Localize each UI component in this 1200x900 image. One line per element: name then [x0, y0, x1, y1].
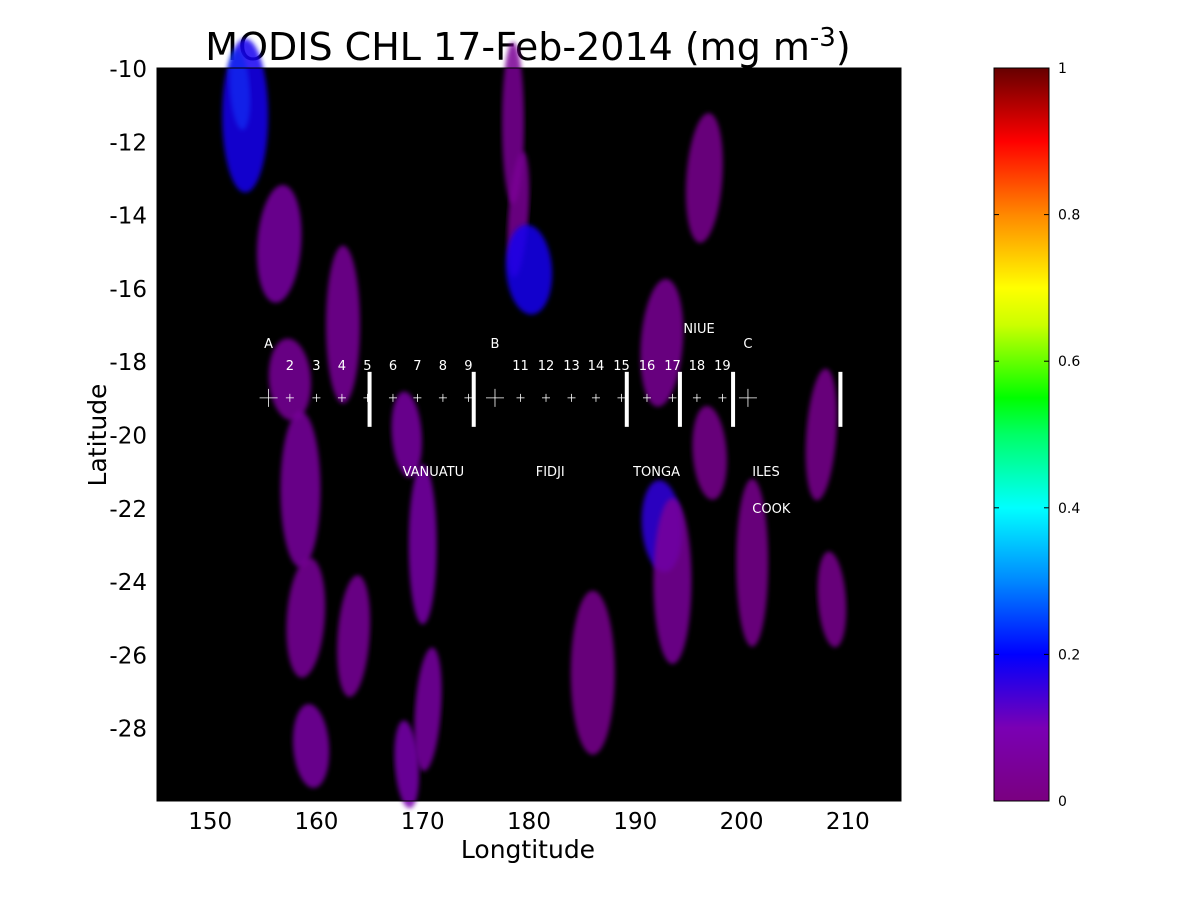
- chlorophyll-patch: [292, 704, 330, 788]
- chlorophyll-patch: [414, 647, 442, 772]
- chlorophyll-patch: [408, 464, 437, 625]
- chlorophyll-patch: [326, 245, 360, 404]
- colorbar-tick-label: 0.4: [1058, 501, 1080, 517]
- station-label: 19: [714, 359, 731, 374]
- colorbar-ticks: 0 0.2 0.4 0.6 0.8 1: [994, 61, 1080, 810]
- chlorophyll-patch: [337, 575, 371, 697]
- x-tick-label: 170: [401, 809, 445, 835]
- chlorophyll-patch: [640, 279, 684, 407]
- y-tick-label: -12: [109, 130, 147, 156]
- station-label: C: [743, 337, 752, 352]
- colorbar-tick-label: 0.8: [1058, 208, 1080, 224]
- chlorophyll-patch: [805, 368, 837, 501]
- x-tick-label: 150: [188, 809, 232, 835]
- region-label: FIDJI: [536, 465, 565, 480]
- y-axis-label: Latitude: [83, 384, 112, 487]
- station-label: 12: [538, 359, 555, 374]
- chlorophyll-patch: [685, 113, 723, 243]
- chlorophyll-patch: [391, 391, 423, 478]
- station-label: 8: [439, 359, 447, 374]
- x-tick-label: 180: [507, 809, 551, 835]
- chlorophyll-patch: [268, 338, 312, 421]
- y-tick-label: -22: [109, 497, 147, 523]
- map-annotations: NIUE VANUATU FIDJI TONGA ILES COOK: [403, 322, 791, 517]
- station-label: 17: [664, 359, 681, 374]
- colorbar-tick-label: 0: [1058, 794, 1067, 810]
- station-label: 5: [363, 359, 371, 374]
- y-tick-label: -16: [109, 277, 147, 303]
- y-tick-label: -24: [109, 570, 147, 596]
- y-tick-label: -28: [109, 717, 147, 743]
- station-label: 11: [512, 359, 529, 374]
- region-label: NIUE: [683, 322, 714, 337]
- chart-title-superscript: -3: [810, 23, 836, 53]
- colorbar-tick-label: 1: [1058, 61, 1067, 77]
- region-label: COOK: [752, 502, 791, 517]
- y-tick-label: -14: [109, 204, 147, 230]
- chlorophyll-patch: [505, 224, 553, 315]
- station-label: 9: [464, 359, 472, 374]
- colorbar-gradient: [993, 67, 1050, 802]
- chlorophyll-patch: [256, 185, 302, 303]
- region-label: ILES: [752, 465, 780, 480]
- region-label: VANUATU: [403, 465, 465, 480]
- x-tick-label: 160: [294, 809, 338, 835]
- station-label: 2: [286, 359, 294, 374]
- transect-boundary: [731, 371, 736, 427]
- colorbar-tick-label: 0.6: [1058, 354, 1080, 370]
- chlorophyll-patch: [817, 551, 847, 648]
- chlorophyll-patch: [286, 557, 326, 678]
- x-tick-label: 190: [613, 809, 657, 835]
- y-tick-label: -20: [109, 424, 147, 450]
- transect-boundary: [367, 371, 372, 427]
- chlorophyll-patch: [394, 720, 420, 809]
- x-tick-label: 210: [826, 809, 870, 835]
- colorbar: 0 0.2 0.4 0.6 0.8 1: [993, 61, 1080, 810]
- station-label: 16: [639, 359, 656, 374]
- chlorophyll-patches: [222, 38, 847, 809]
- region-label: TONGA: [632, 465, 680, 480]
- y-tick-label: -10: [109, 57, 147, 83]
- station-label: 15: [613, 359, 630, 374]
- plot-area: A2 3 4 5 6 7 8 9 B 11 12 13 14 15 16 17 18 19 C NIUE VANUAT…: [156, 38, 902, 809]
- chart-title-close: ): [836, 25, 851, 69]
- y-tick-label: -18: [109, 350, 147, 376]
- station-label: 13: [563, 359, 580, 374]
- station-label: 18: [689, 359, 706, 374]
- colorbar-tick-label: 0.2: [1058, 647, 1080, 663]
- station-label: A: [264, 337, 273, 352]
- x-axis-label: Longtitude: [461, 835, 595, 864]
- station-label: 4: [338, 359, 346, 374]
- station-label: B: [491, 337, 500, 352]
- chlorophyll-patch: [280, 411, 321, 568]
- chlorophyll-patch: [692, 405, 727, 500]
- station-label: 7: [413, 359, 421, 374]
- chart-title: MODIS CHL 17-Feb-2014 (mg m-3): [205, 23, 850, 69]
- transect-boundary: [677, 371, 682, 427]
- chlorophyll-patch: [222, 38, 269, 193]
- station-label: 14: [588, 359, 605, 374]
- transect-line: A2 3 4 5 6 7 8 9 B 11 12 13 14 15 16 17 18 19 C: [259, 337, 843, 427]
- y-tick-label: -26: [109, 643, 147, 669]
- x-tick-label: 200: [720, 809, 764, 835]
- x-axis: 150 160 170 180 190 200 210: [188, 68, 870, 835]
- station-label: 3: [312, 359, 320, 374]
- transect-boundary: [838, 371, 843, 427]
- station-label: 6: [389, 359, 397, 374]
- chlorophyll-patch: [570, 590, 615, 755]
- y-axis: -10 -12 -14 -16 -18 -20 -22 -24 -26 -28: [109, 57, 901, 743]
- transect-boundary: [624, 371, 629, 427]
- chlorophyll-patch: [736, 478, 769, 647]
- chlorophyll-patch: [653, 498, 692, 665]
- transect-boundary: [471, 371, 476, 427]
